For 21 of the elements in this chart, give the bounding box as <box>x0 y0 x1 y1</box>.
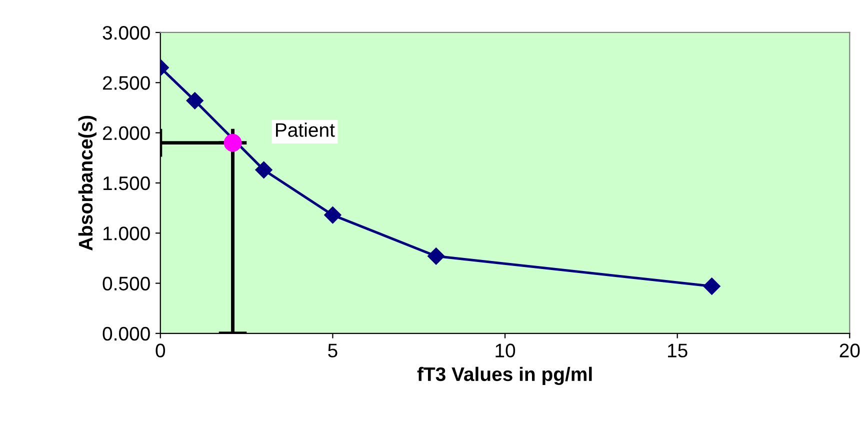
point <box>428 248 445 265</box>
x-tick-label: 0 <box>156 344 166 358</box>
y-tick-label: 2.000 <box>102 126 150 140</box>
y-tick-label: 3.000 <box>102 26 150 40</box>
x-axis-title: fT3 Values in pg/ml <box>417 366 592 386</box>
x-tick-label: 20 <box>840 344 860 358</box>
annotation: Patient <box>276 122 335 137</box>
x-tick-label: 10 <box>496 344 516 358</box>
x-tick-label: 15 <box>668 344 688 358</box>
point <box>703 278 720 295</box>
y-tick-label: 0.500 <box>102 276 150 290</box>
y-tick-label: 0.000 <box>102 326 150 341</box>
point <box>186 92 204 110</box>
y-tick-label: 1.500 <box>104 176 150 190</box>
y-axis-title: Absorbance(s) <box>78 116 96 251</box>
point <box>224 134 242 152</box>
point <box>324 206 342 224</box>
y-tick-label: 1.000 <box>104 226 150 240</box>
point <box>255 161 272 178</box>
x-tick-label: 5 <box>328 344 338 358</box>
y-tick-label: 2.500 <box>102 76 150 90</box>
